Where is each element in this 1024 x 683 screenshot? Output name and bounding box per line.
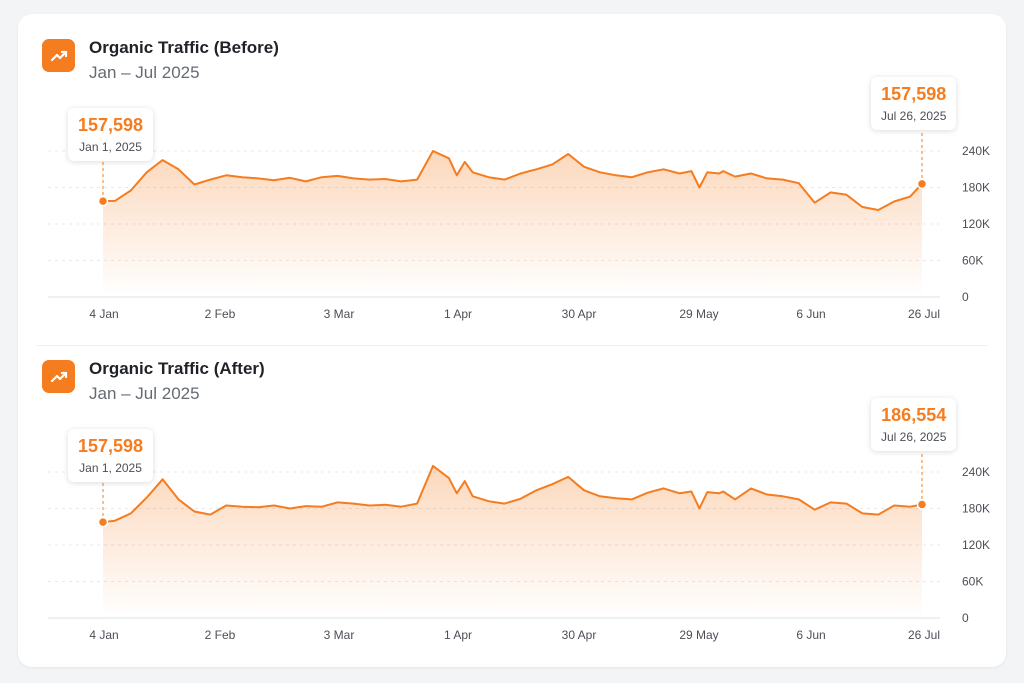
chart-subtitle: Jan – Jul 2025	[89, 384, 200, 403]
y-tick-label: 180K	[962, 181, 990, 195]
x-tick-label: 4 Jan	[89, 628, 118, 642]
series-line	[102, 464, 923, 524]
callout-value: 157,598	[881, 84, 947, 104]
chart-plot: 0 60K 120K 180K 240K 4 Jan 2 Feb 3 Mar 1 Apr 30 A…	[48, 127, 990, 321]
x-tick-label: 3 Mar	[324, 628, 355, 642]
y-tick-label: 240K	[962, 144, 990, 158]
x-tick-label: 29 May	[679, 307, 718, 321]
start-value-callout: 157,598 Jan 1, 2025	[68, 108, 154, 161]
series-area	[103, 151, 922, 297]
series-line	[102, 150, 923, 211]
trend-up-icon	[42, 39, 75, 72]
x-tick-label: 30 Apr	[562, 307, 597, 321]
y-tick-label: 120K	[962, 538, 990, 552]
x-tick-label: 26 Jul	[908, 307, 940, 321]
start-value-callout: 157,598 Jan 1, 2025	[68, 429, 154, 482]
callout-date: Jan 1, 2025	[79, 461, 142, 475]
chart-panel-after: Organic Traffic (After) Jan – Jul 2025 0…	[18, 335, 1006, 655]
y-tick-label: 240K	[962, 465, 990, 479]
y-tick-label: 180K	[962, 502, 990, 516]
end-value-callout: 157,598 Jul 26, 2025	[871, 77, 957, 130]
callout-date: Jul 26, 2025	[881, 430, 947, 444]
x-tick-label: 2 Feb	[205, 307, 236, 321]
x-tick-label: 1 Apr	[444, 307, 472, 321]
y-tick-label: 0	[962, 290, 969, 304]
end-value-callout: 186,554 Jul 26, 2025	[871, 398, 957, 451]
callout-date: Jul 26, 2025	[881, 109, 947, 123]
x-tick-label: 4 Jan	[89, 307, 118, 321]
x-tick-label: 30 Apr	[562, 628, 597, 642]
series-area	[103, 465, 922, 618]
x-tick-label: 6 Jun	[796, 628, 825, 642]
y-tick-label: 0	[962, 611, 969, 625]
callout-value: 186,554	[881, 405, 947, 425]
x-tick-label: 29 May	[679, 628, 718, 642]
chart-title: Organic Traffic (After)	[89, 359, 265, 378]
callout-value: 157,598	[78, 115, 144, 135]
end-point-marker	[916, 499, 928, 510]
x-tick-label: 1 Apr	[444, 628, 472, 642]
start-point-marker	[97, 516, 109, 528]
x-tick-label: 26 Jul	[908, 628, 940, 642]
chart-title: Organic Traffic (Before)	[89, 38, 279, 57]
chart-panel-before: Organic Traffic (Before) Jan – Jul 2025 …	[18, 14, 1006, 334]
trend-up-icon	[42, 360, 75, 393]
panel-divider	[36, 345, 988, 346]
y-tick-label: 60K	[962, 575, 983, 589]
traffic-card: Organic Traffic (Before) Jan – Jul 2025 …	[18, 14, 1006, 667]
y-tick-label: 120K	[962, 217, 990, 231]
start-point-marker	[97, 195, 109, 207]
x-tick-label: 6 Jun	[796, 307, 825, 321]
chart-plot: 0 60K 120K 180K 240K 4 Jan 2 Feb 3 Mar 1 Apr 30 A…	[48, 448, 990, 642]
x-tick-label: 2 Feb	[205, 628, 236, 642]
callout-date: Jan 1, 2025	[79, 140, 142, 154]
x-tick-label: 3 Mar	[324, 307, 355, 321]
end-point-marker	[916, 178, 928, 190]
y-tick-label: 60K	[962, 254, 983, 268]
chart-subtitle: Jan – Jul 2025	[89, 63, 200, 82]
callout-value: 157,598	[78, 436, 144, 456]
